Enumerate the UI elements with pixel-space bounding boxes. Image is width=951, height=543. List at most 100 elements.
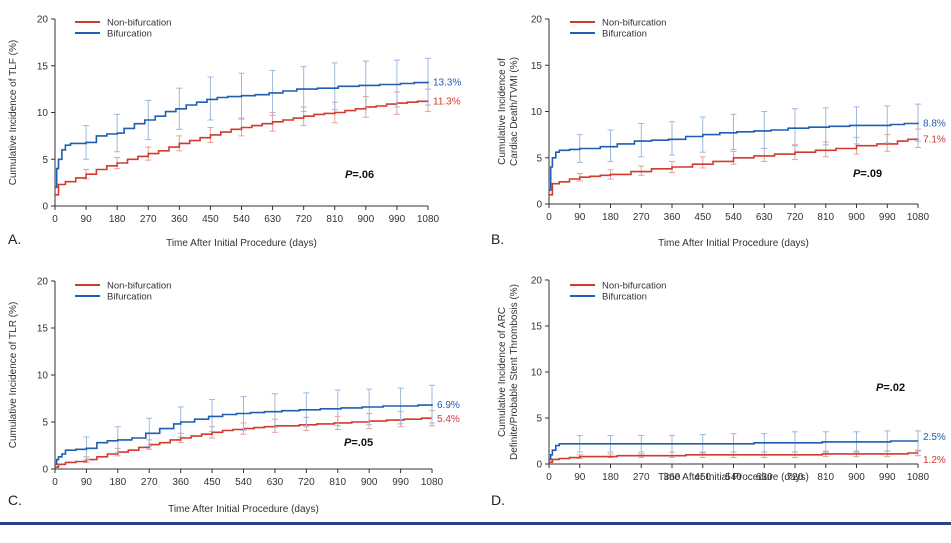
panel-c-x-tick-label: 180: [109, 477, 126, 488]
panel-a-legend-label-non-bifurcation: Non-bifurcation: [107, 18, 171, 29]
panel-b-y-tick-label: 20: [531, 15, 543, 26]
panel-a-bifurcation-series-line: [55, 81, 429, 189]
panel-d-x-axis-label: Time After Initial Procedure (days): [658, 472, 809, 483]
panel-a-x-tick-label: 540: [233, 214, 250, 225]
panel-b-y-tick-label: 15: [531, 61, 543, 72]
panel-b-bifurcation-end-label: 8.8%: [923, 119, 946, 130]
panel-d-y-tick-label: 15: [531, 322, 543, 333]
panel-b-legend-label-non-bifurcation: Non-bifurcation: [602, 18, 666, 29]
panel-d-non-bifurcation-series-line: [549, 452, 918, 463]
bottom-divider-rule: [0, 522, 951, 525]
panel-d-y-tick-label: 20: [531, 276, 543, 287]
panel-a-x-tick-label: 630: [264, 214, 281, 225]
panel-d-legend-label-non-bifurcation: Non-bifurcation: [602, 281, 666, 292]
panel-a-y-tick-label: 0: [42, 202, 48, 213]
panel-d-x-tick-label: 900: [848, 472, 865, 483]
panel-b-y-tick-label: 5: [536, 153, 542, 164]
panel-b-x-tick-label: 450: [694, 212, 711, 223]
panel-a-x-tick-label: 990: [389, 214, 406, 225]
panel-c-y-tick-label: 15: [37, 324, 49, 335]
panel-a-y-tick-label: 5: [42, 155, 48, 166]
panel-d-x-tick-label: 0: [546, 472, 552, 483]
panel-c-y-tick-label: 10: [37, 371, 49, 382]
panel-d-x-tick-label: 270: [633, 472, 650, 483]
panel-c-x-tick-label: 1080: [421, 477, 444, 488]
panel-d-y-axis-label: Cumulative Incidence of ARC: [497, 307, 508, 437]
panel-c-x-tick-label: 720: [298, 477, 315, 488]
panel-a-x-tick-label: 360: [171, 214, 188, 225]
panel-c-legend-label-non-bifurcation: Non-bifurcation: [107, 281, 171, 292]
panel-b-non-bifurcation-end-label: 7.1%: [923, 134, 946, 145]
panel-a-p-value: P=.06: [345, 169, 374, 181]
panel-c-x-tick-label: 630: [267, 477, 284, 488]
panel-d-x-tick-label: 360: [664, 472, 681, 483]
panel-b-y-axis-label: Cardiac Death/TVMI (%): [509, 57, 520, 166]
panel-b-non-bifurcation-series-line: [549, 138, 919, 196]
panel-b-x-tick-label: 90: [574, 212, 586, 223]
panel-b-x-tick-label: 720: [787, 212, 804, 223]
panel-d-y-tick-label: 10: [531, 368, 543, 379]
panel-d-x-tick-label: 720: [787, 472, 804, 483]
panel-a-x-tick-label: 90: [81, 214, 93, 225]
panel-a-x-tick-label: 720: [295, 214, 312, 225]
panel-c-p-value: P=.05: [344, 437, 373, 449]
panel-b-x-tick-label: 630: [756, 212, 773, 223]
panel-a-x-tick-label: 900: [357, 214, 374, 225]
panel-c-non-bifurcation-series-line: [55, 417, 432, 468]
panel-a-y-tick-label: 15: [37, 61, 49, 72]
panel-c-y-tick-label: 5: [42, 418, 48, 429]
panel-a-legend-label-bifurcation: Bifurcation: [107, 29, 152, 40]
panel-c-y-tick-label: 0: [42, 465, 48, 476]
panel-a-x-tick-label: 1080: [417, 214, 440, 225]
panel-a-x-tick-label: 270: [140, 214, 157, 225]
panel-d-x-tick-label: 810: [817, 472, 834, 483]
panel-c-letter: C.: [8, 492, 22, 508]
panel-b-x-tick-label: 270: [633, 212, 650, 223]
panel-b-x-tick-label: 0: [546, 212, 552, 223]
panel-d-letter: D.: [491, 492, 505, 508]
panel-b-x-axis-label: Time After Initial Procedure (days): [658, 238, 809, 249]
panel-b-y-tick-label: 0: [536, 200, 542, 211]
panel-a-y-tick-label: 10: [37, 108, 49, 119]
panel-d-bifurcation-series-line: [549, 440, 918, 461]
panel-d-x-tick-label: 630: [756, 472, 773, 483]
panel-c-bifurcation-end-label: 6.9%: [437, 400, 460, 411]
panel-d-legend-label-bifurcation: Bifurcation: [602, 292, 647, 303]
panel-c-x-tick-label: 0: [52, 477, 58, 488]
panel-c-x-tick-label: 90: [81, 477, 93, 488]
panel-a-y-tick-label: 20: [37, 15, 49, 26]
panel-d-p-value: P=.02: [876, 382, 905, 394]
panel-c-x-tick-label: 540: [235, 477, 252, 488]
panel-c-x-tick-label: 450: [204, 477, 221, 488]
panel-c-non-bifurcation-end-label: 5.4%: [437, 414, 460, 425]
panel-b-x-tick-label: 990: [879, 212, 896, 223]
panel-a-x-tick-label: 0: [52, 214, 58, 225]
panel-b-x-tick-label: 900: [848, 212, 865, 223]
panel-c-x-tick-label: 270: [141, 477, 158, 488]
panel-a-x-tick-label: 450: [202, 214, 219, 225]
panel-c-y-tick-label: 20: [37, 277, 49, 288]
panel-d-x-tick-label: 90: [574, 472, 586, 483]
panel-b-y-axis-label: Cumulative Incidence of: [497, 58, 508, 165]
panel-b-bifurcation-series-line: [549, 122, 919, 191]
panel-a-bifurcation-end-label: 13.3%: [433, 78, 461, 89]
panel-c-x-tick-label: 360: [172, 477, 189, 488]
panel-c-x-axis-label: Time After Initial Procedure (days): [168, 504, 319, 515]
panel-b-letter: B.: [491, 231, 504, 247]
panel-a-non-bifurcation-end-label: 11.3%: [433, 96, 461, 107]
panel-c-x-tick-label: 990: [392, 477, 409, 488]
panel-b-legend-label-bifurcation: Bifurcation: [602, 29, 647, 40]
panel-b-x-tick-label: 1080: [907, 212, 930, 223]
panel-b-y-tick-label: 10: [531, 107, 543, 118]
panel-d-bifurcation-end-label: 2.5%: [923, 432, 946, 443]
panel-d-x-tick-label: 990: [879, 472, 896, 483]
panel-d-x-tick-label: 180: [602, 472, 619, 483]
panel-c-x-tick-label: 900: [361, 477, 378, 488]
panel-c-bifurcation-series-line: [55, 404, 433, 466]
panel-a-x-axis-label: Time After Initial Procedure (days): [166, 238, 317, 249]
panel-a-letter: A.: [8, 231, 21, 247]
panel-b-x-tick-label: 360: [664, 212, 681, 223]
panel-c-x-tick-label: 810: [329, 477, 346, 488]
panel-c-legend-label-bifurcation: Bifurcation: [107, 292, 152, 303]
